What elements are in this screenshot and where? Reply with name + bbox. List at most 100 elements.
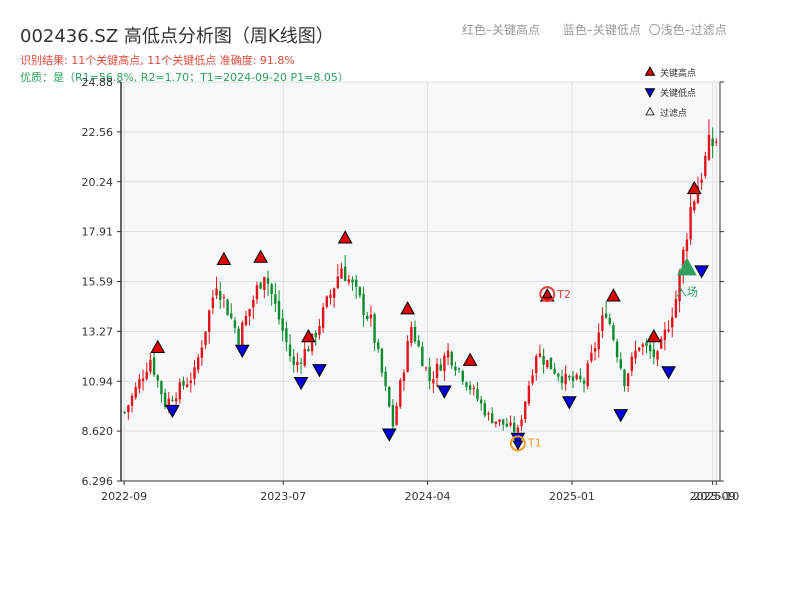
t1-circle (509, 435, 526, 452)
candle-body (241, 322, 244, 347)
candle-body (226, 299, 229, 316)
candle-body (472, 387, 475, 390)
candle-body (450, 351, 453, 366)
candle-body (413, 326, 417, 342)
candle-body (189, 380, 193, 384)
y-tick-label: 20.24 (82, 176, 114, 189)
candle-body (366, 315, 369, 320)
legend-filtered-marker (645, 106, 655, 116)
candle-body (575, 374, 578, 379)
x-tick-label: 2024-04 (405, 490, 451, 503)
candle-body (369, 314, 373, 319)
candle-body (494, 421, 498, 424)
key-low-marker (293, 376, 309, 391)
key-high-marker (400, 301, 415, 315)
candle-body (707, 134, 711, 160)
candle-body (252, 299, 255, 308)
candle-body (237, 328, 240, 345)
candle-body (263, 277, 266, 290)
candle-body (652, 349, 656, 358)
candle-body (391, 404, 395, 427)
t1-label: T1 (527, 436, 542, 449)
candle-body (560, 376, 564, 384)
candle-body (310, 333, 314, 352)
key-low-marker (312, 364, 327, 378)
candle-body (204, 331, 207, 345)
candle-body (641, 344, 645, 347)
candle-body (501, 419, 505, 425)
key-low-marker (381, 428, 397, 442)
candle-body (590, 352, 593, 361)
candle-body (656, 351, 659, 360)
candle-body (296, 361, 299, 366)
t2-circle (539, 286, 556, 303)
candle-body (498, 419, 501, 423)
candle-body (340, 268, 343, 279)
candle-body (535, 356, 538, 374)
candle-body (332, 288, 336, 298)
candle-body (259, 282, 262, 289)
t2-label: T2 (556, 288, 571, 301)
candle-body (696, 186, 700, 204)
candle-body (354, 279, 358, 287)
candle-body (303, 349, 306, 366)
candle-body (671, 317, 674, 328)
candle-body (406, 340, 409, 372)
candle-body (152, 357, 156, 375)
candle-body (141, 378, 145, 382)
candle-body (178, 382, 181, 400)
key-high-marker (216, 251, 232, 265)
candle-body (524, 401, 527, 420)
x-tick-label: 2025-01 (549, 490, 595, 503)
candle-body (435, 363, 439, 379)
candle-body (163, 392, 167, 407)
chart-title: 002436.SZ 高低点分析图（周K线图） (20, 26, 334, 47)
candle-body (597, 332, 600, 350)
candle-body (531, 375, 534, 384)
candle-body (615, 341, 619, 358)
candle-body (149, 359, 152, 372)
candle-body (373, 314, 376, 343)
candle-body (608, 317, 611, 324)
candle-body (307, 348, 310, 352)
candle-body (476, 388, 479, 400)
x-tick-label: 2022-09 (101, 490, 147, 503)
legend-label: 关键高点 (660, 67, 696, 79)
candle-body (318, 326, 321, 335)
candles (123, 119, 718, 439)
candle-body (619, 359, 622, 369)
candle-body (487, 413, 490, 415)
legend-low-marker (644, 88, 656, 98)
key-high-marker (337, 230, 353, 244)
candle-body (457, 368, 461, 370)
y-tick-label: 15.59 (82, 276, 114, 289)
candle-body (174, 398, 178, 402)
candle-body (285, 328, 288, 343)
candle-body (490, 413, 494, 424)
candle-body (230, 313, 233, 318)
candle-body (388, 386, 391, 407)
y-tick-label: 8.620 (82, 425, 114, 438)
candle-body (586, 363, 589, 387)
candle-body (623, 369, 626, 387)
candle-body (428, 366, 431, 381)
candle-body (233, 320, 237, 328)
legend-red-text: 红色–关键高点 (462, 23, 541, 37)
candle-body (255, 285, 259, 300)
key-high-marker (253, 249, 268, 263)
candle-body (505, 423, 509, 427)
candle-body (384, 371, 387, 387)
key-high-marker (686, 180, 702, 195)
legend-label: 关键低点 (660, 87, 696, 99)
candle-body (593, 348, 597, 352)
candle-body (564, 373, 567, 385)
candle-body (219, 291, 222, 300)
candle-body (700, 179, 703, 183)
candle-body (645, 342, 648, 347)
key-low-marker (234, 344, 250, 358)
candle-body (156, 375, 159, 381)
candle-body (171, 399, 174, 401)
candle-body (582, 380, 586, 384)
candle-body (222, 296, 226, 298)
